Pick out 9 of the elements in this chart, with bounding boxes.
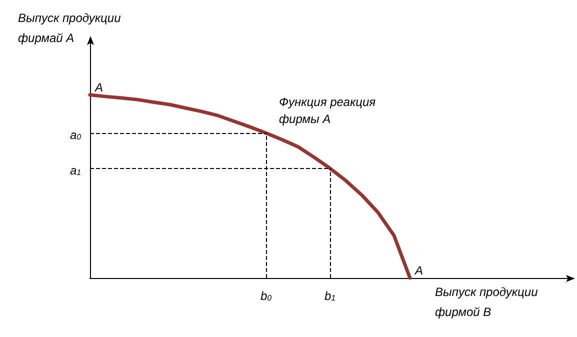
x-axis-title: Выпуск продукции фирмой В (435, 285, 538, 319)
annotation: A (414, 264, 424, 278)
x-tick-label: b1 (324, 289, 336, 303)
y-axis-title: Выпуск продукции фирмай А (18, 11, 122, 45)
text: A (94, 80, 104, 94)
annotation: a1 (70, 163, 82, 178)
annotation: a0 (70, 128, 82, 142)
annotation: Функция реакция фирмы А (279, 95, 376, 126)
x-tick-label: b0 (260, 289, 272, 303)
